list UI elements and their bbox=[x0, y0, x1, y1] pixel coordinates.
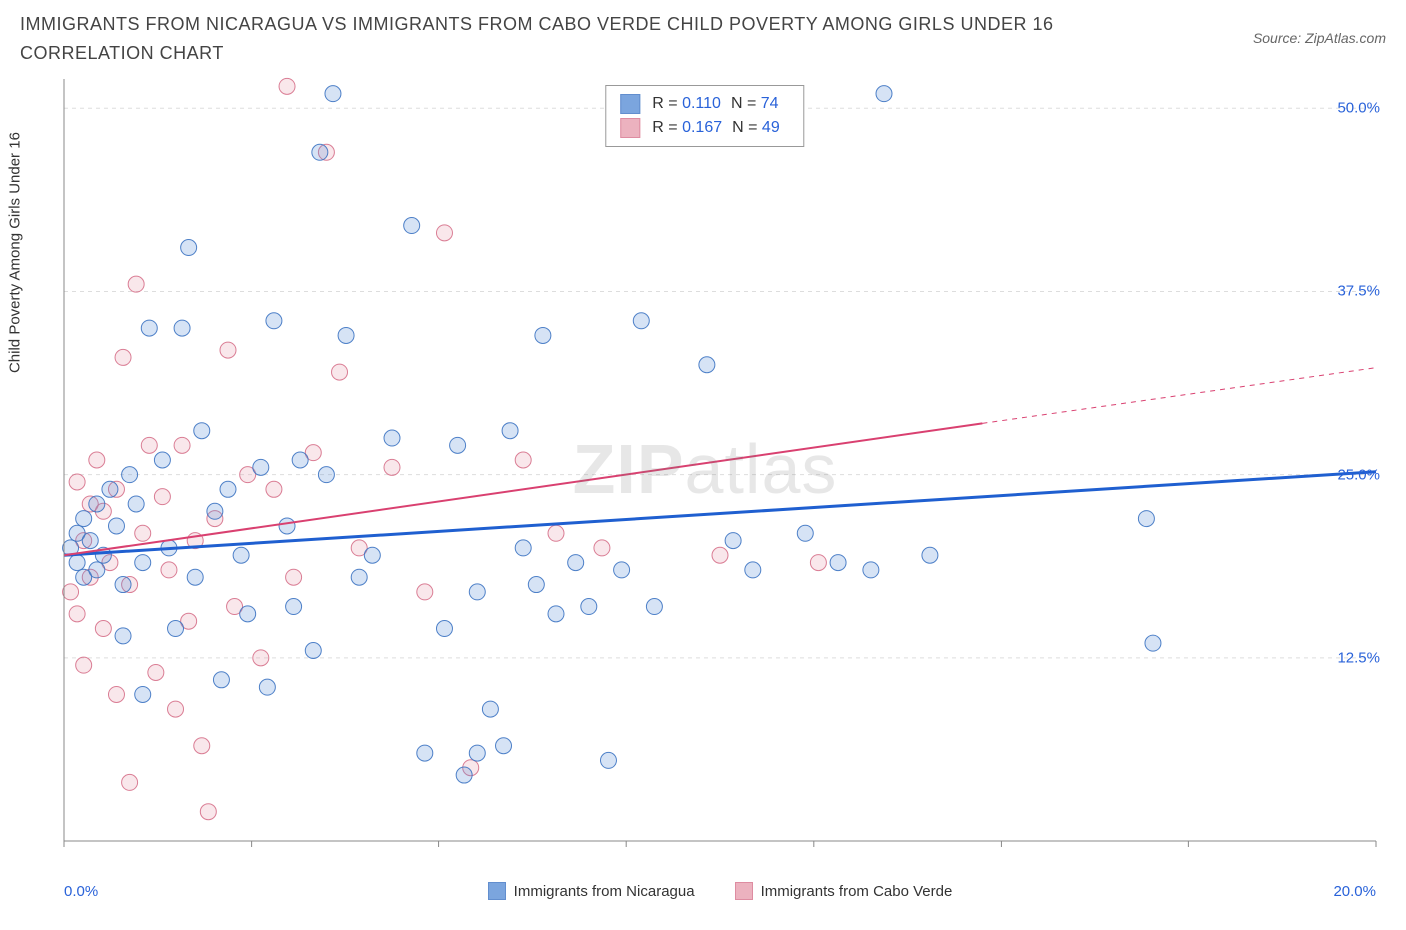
swatch-icon bbox=[735, 882, 753, 900]
x-tick-min: 0.0% bbox=[64, 883, 98, 900]
swatch-series-1 bbox=[620, 94, 640, 114]
stats-legend: R = 0.110N = 74 R = 0.167N = 49 bbox=[605, 85, 804, 147]
y-tick: 37.5% bbox=[1337, 283, 1380, 300]
legend-item-2: Immigrants from Cabo Verde bbox=[735, 882, 953, 900]
chart-title: IMMIGRANTS FROM NICARAGUA VS IMMIGRANTS … bbox=[20, 10, 1120, 68]
x-tick-max: 20.0% bbox=[1333, 883, 1376, 900]
x-legend: 0.0% Immigrants from Nicaragua Immigrant… bbox=[60, 882, 1380, 900]
y-tick: 50.0% bbox=[1337, 100, 1380, 117]
swatch-series-2 bbox=[620, 118, 640, 138]
y-tick: 12.5% bbox=[1337, 649, 1380, 666]
stats-row-1: R = 0.110N = 74 bbox=[620, 92, 789, 116]
source-label: Source: ZipAtlas.com bbox=[1253, 30, 1386, 46]
y-axis-label: Child Poverty Among Girls Under 16 bbox=[7, 132, 24, 373]
swatch-icon bbox=[488, 882, 506, 900]
legend-item-1: Immigrants from Nicaragua bbox=[488, 882, 695, 900]
scatter-plot bbox=[60, 75, 1380, 865]
chart-container: Child Poverty Among Girls Under 16 ZIPat… bbox=[20, 75, 1390, 895]
stats-row-2: R = 0.167N = 49 bbox=[620, 116, 789, 140]
y-tick: 25.0% bbox=[1337, 466, 1380, 483]
